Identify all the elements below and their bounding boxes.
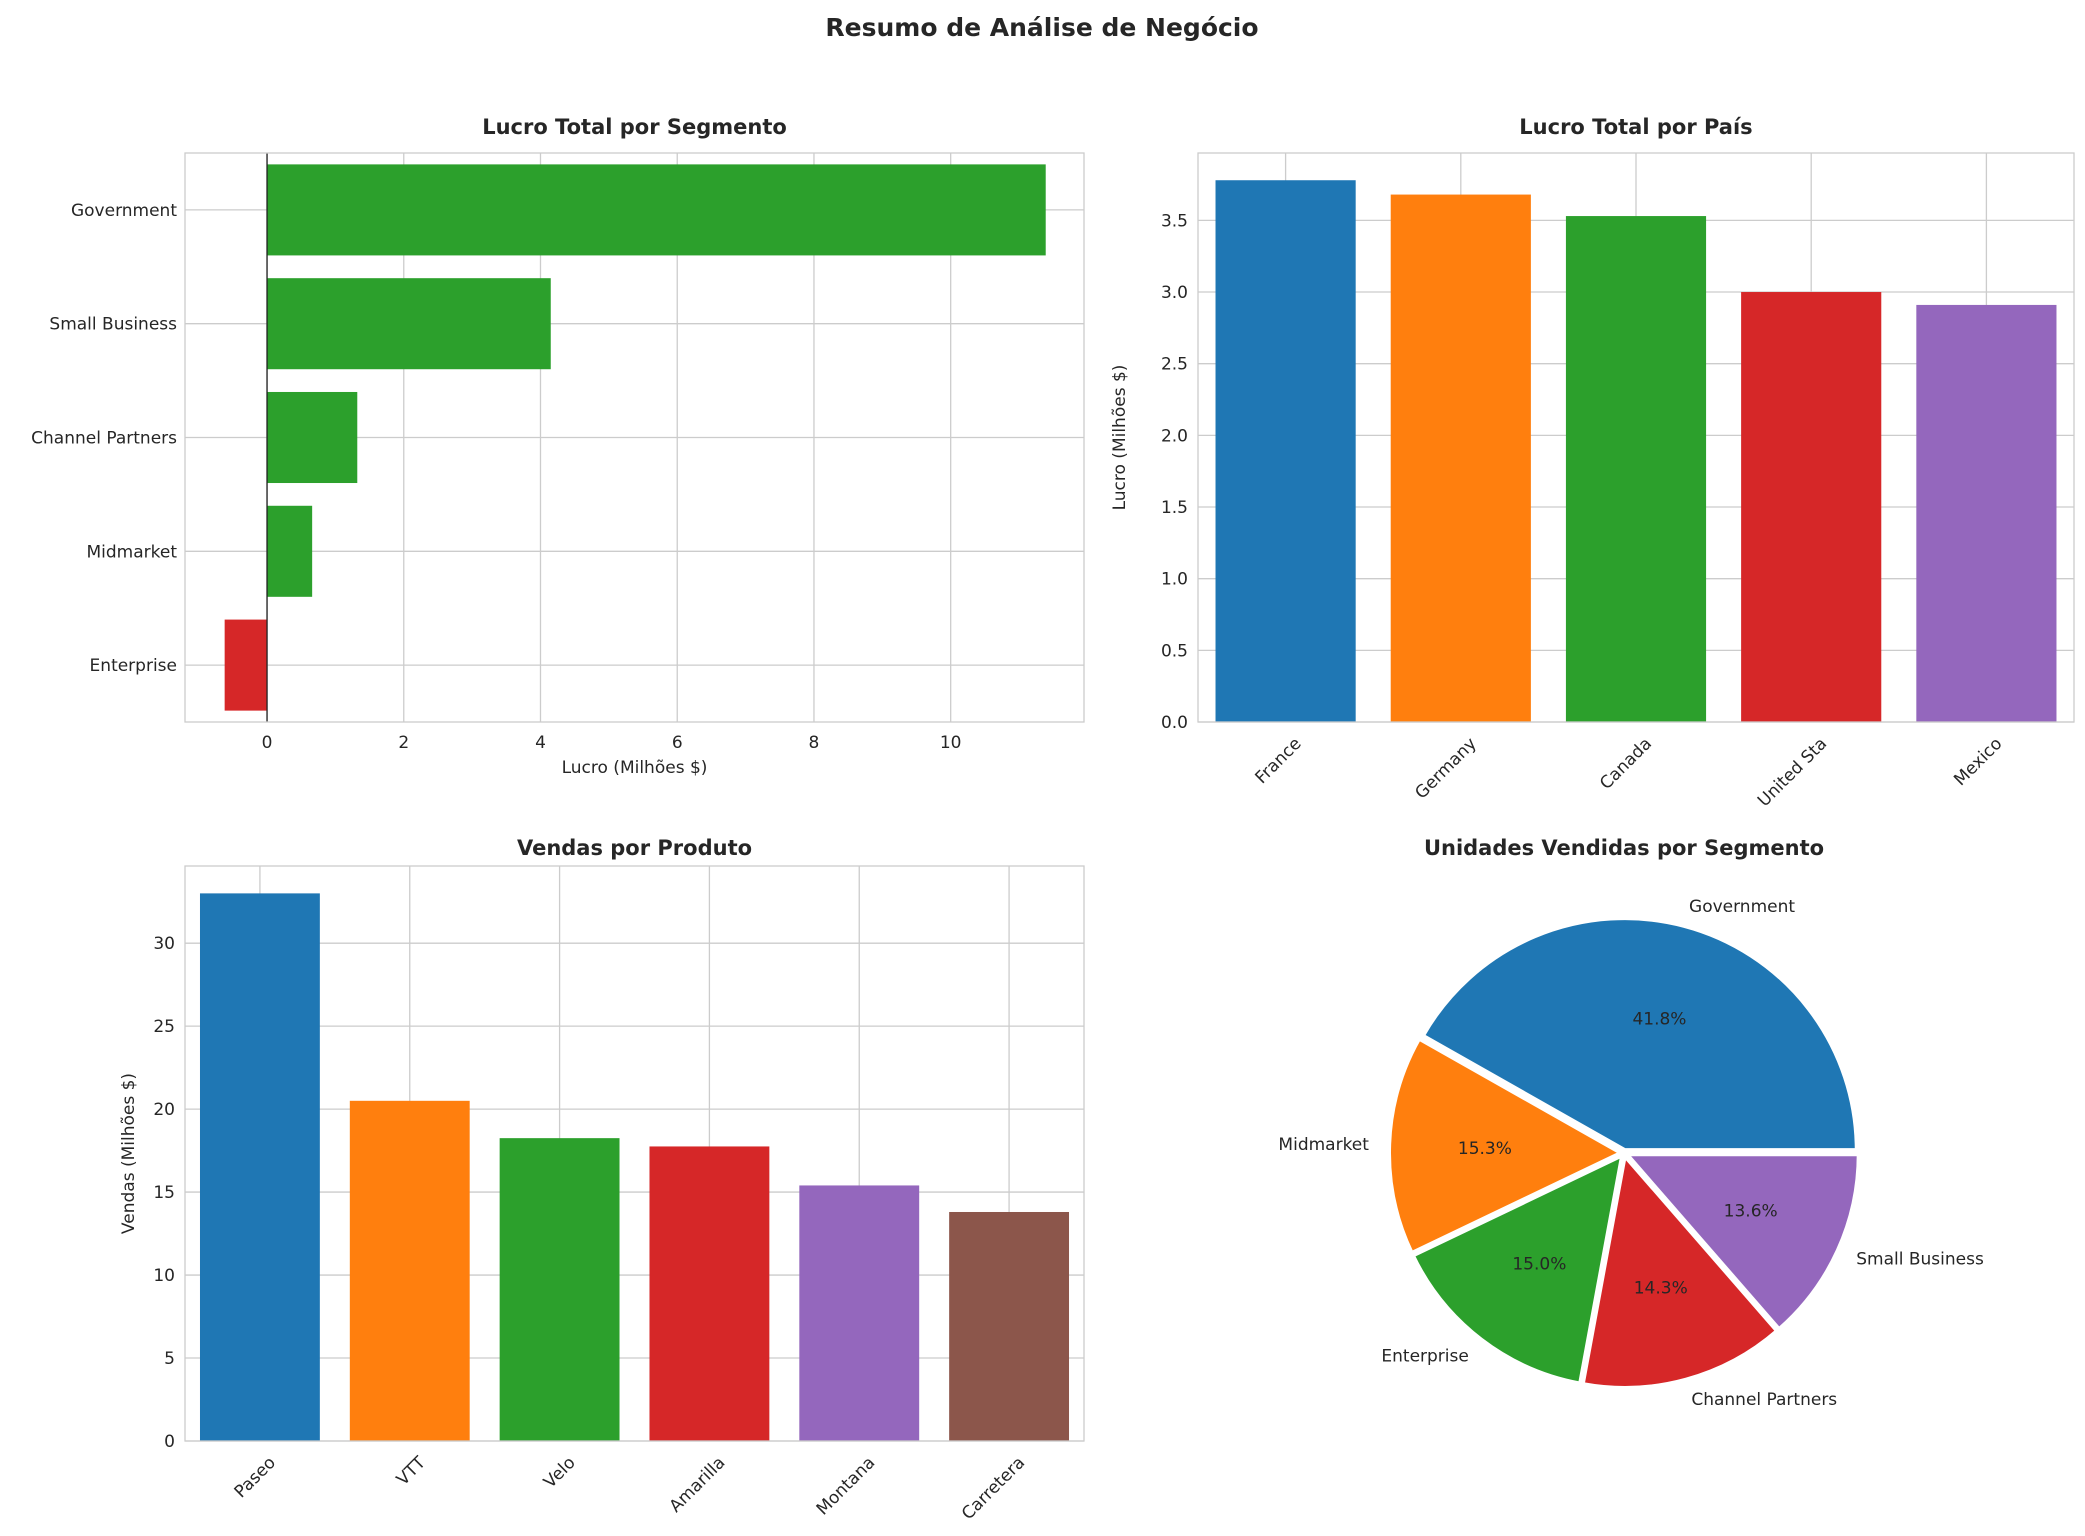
slice-percent-enterprise: 15.0% (1512, 1255, 1566, 1275)
panel-title: Lucro Total por País (1519, 115, 1752, 139)
y-tick-label: 30 (153, 934, 175, 954)
bar-united-sta (1741, 292, 1882, 722)
y-tick-label: 5 (164, 1349, 175, 1369)
units-by-segment-panel: Unidades Vendidas por Segmento Government… (1278, 836, 1984, 1410)
slice-label-enterprise: Enterprise (1381, 1347, 1468, 1367)
slice-label-government: Government (1689, 897, 1795, 917)
panel-title: Lucro Total por Segmento (482, 115, 787, 139)
y-tick-label: 25 (153, 1017, 175, 1037)
x-tick-label: 0 (262, 733, 273, 753)
x-tick-label-united-sta: United Sta (1754, 734, 1831, 811)
country-profit-panel: 0.0 0.5 1.0 1.5 2.0 2.5 3.0 3.5 France Germany Can… (1110, 115, 2075, 811)
x-tick-label-france: France (1252, 734, 1306, 788)
bar-vtt (349, 1100, 470, 1441)
bar-mexico (1916, 304, 2057, 722)
y-tick-label: 0.0 (1161, 713, 1188, 733)
slice-label-midmarket: Midmarket (1278, 1135, 1369, 1155)
y-tick-label: 3.5 (1161, 211, 1188, 231)
y-tick-label: 20 (153, 1100, 175, 1120)
panel-title: Vendas por Produto (517, 836, 752, 860)
axes-frame (184, 152, 1085, 723)
bar-canada (1565, 216, 1707, 722)
y-axis-label: Vendas (Milhões $) (119, 1073, 139, 1234)
x-axis-label: Lucro (Milhões $) (562, 758, 708, 778)
x-tick-label: 10 (940, 733, 962, 753)
segment-profit-panel: 0 2 4 6 8 10 Enterprise Midmarket Channel Partne… (31, 115, 1085, 778)
x-tick-label-carretera: Carretera (958, 1453, 1029, 1524)
x-tick-label-montana: Montana (813, 1453, 880, 1520)
y-tick-label-midmarket: Midmarket (86, 542, 177, 562)
slice-midmarket (1387, 1036, 1623, 1255)
slice-percent-small-business: 13.6% (1724, 1202, 1778, 1222)
slice-percent-channel-partners: 14.3% (1634, 1278, 1688, 1298)
slice-government (1420, 916, 1859, 1153)
slice-label-small-business: Small Business (1856, 1250, 1984, 1270)
bar-carretera (949, 1211, 1070, 1441)
y-tick-label: 2.5 (1161, 355, 1188, 375)
y-axis-label: Lucro (Milhões $) (1110, 365, 1130, 511)
x-tick-label-velo: Velo (540, 1453, 580, 1493)
y-tick-label: 2.0 (1161, 426, 1188, 446)
y-tick-label-channel-partners: Channel Partners (31, 429, 177, 449)
product-sales-panel: 0 5 10 15 20 25 30 Paseo VTT Velo Amarilla Montana C… (119, 836, 1085, 1524)
x-tick-label: 2 (398, 733, 409, 753)
x-tick-label-canada: Canada (1596, 734, 1656, 794)
bar-amarilla (649, 1146, 770, 1441)
bar-enterprise (224, 619, 268, 711)
slice-channel-partners (1580, 1153, 1780, 1390)
bar-small-business (267, 278, 551, 370)
figure-title: Resumo de Análise de Negócio (825, 13, 1258, 42)
axes-frame (184, 865, 1085, 1442)
slice-percent-midmarket: 15.3% (1458, 1139, 1512, 1159)
y-tick-label: 0.5 (1161, 641, 1188, 661)
slice-percent-government: 41.8% (1632, 1009, 1686, 1029)
x-tick-label-mexico: Mexico (1950, 734, 2006, 790)
slice-label-channel-partners: Channel Partners (1691, 1390, 1837, 1410)
y-tick-label: 3.0 (1161, 283, 1188, 303)
x-tick-label-paseo: Paseo (231, 1453, 280, 1502)
x-tick-label: 8 (809, 733, 820, 753)
axes-frame (1197, 152, 2075, 723)
y-tick-label: 10 (153, 1266, 175, 1286)
x-tick-label: 6 (672, 733, 683, 753)
x-tick-label-vtt: VTT (393, 1452, 430, 1489)
bar-government (267, 164, 1046, 256)
bar-channel-partners (267, 391, 358, 484)
y-tick-label-small-business: Small Business (49, 315, 177, 335)
y-tick-label: 1.0 (1161, 570, 1188, 590)
bar-france (1215, 180, 1356, 722)
slice-enterprise (1410, 1153, 1625, 1386)
bar-velo (499, 1138, 620, 1441)
x-tick-label: 4 (535, 733, 546, 753)
bar-montana (799, 1185, 920, 1441)
bar-paseo (199, 893, 320, 1441)
bar-midmarket (267, 505, 313, 597)
panel-title: Unidades Vendidas por Segmento (1424, 836, 1824, 860)
plot-area (185, 866, 1084, 1441)
slice-small-business (1624, 1152, 1861, 1332)
y-tick-label: 0 (164, 1432, 175, 1452)
y-tick-label: 15 (153, 1183, 175, 1203)
bar-germany (1390, 194, 1531, 723)
x-tick-label-amarilla: Amarilla (666, 1453, 730, 1517)
y-tick-label-enterprise: Enterprise (90, 656, 177, 676)
y-tick-label-government: Government (71, 201, 177, 221)
y-tick-label: 1.5 (1161, 498, 1188, 518)
x-tick-label-germany: Germany (1411, 734, 1480, 803)
